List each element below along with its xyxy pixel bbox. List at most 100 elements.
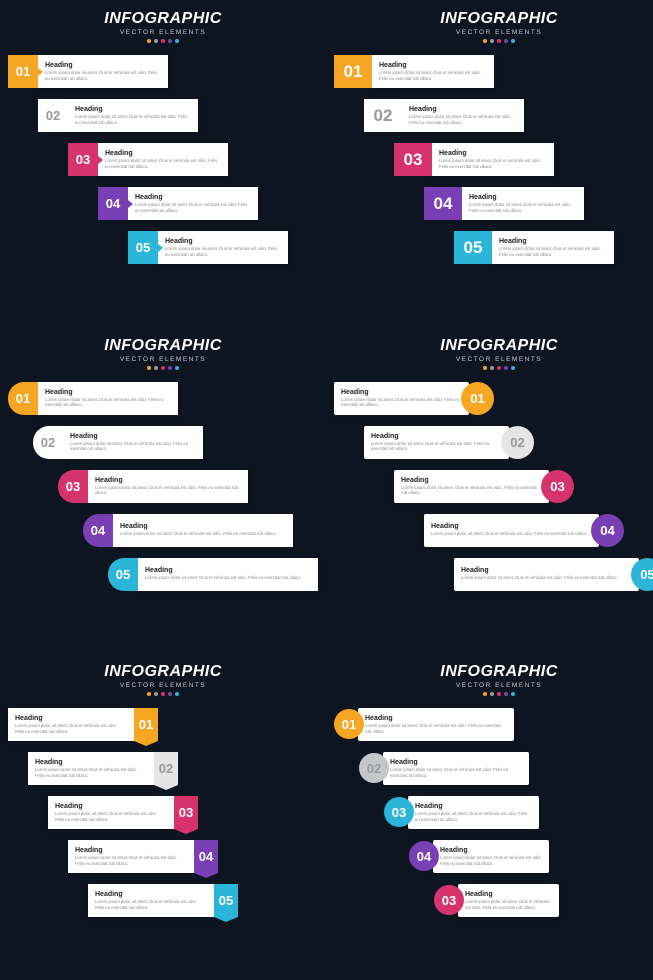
- step-heading: Heading: [401, 477, 542, 484]
- dot-icon: [497, 692, 501, 696]
- steps-container: 01HeadingLorem ipsum dolor sit amet. Dui…: [334, 382, 653, 591]
- step-heading: Heading: [371, 433, 502, 440]
- infographic-step: 01HeadingLorem ipsum dolor sit amet. Dui…: [334, 708, 514, 741]
- panel-title: INFOGRAPHIC: [8, 337, 318, 355]
- dot-icon: [154, 39, 158, 43]
- panel-header: INFOGRAPHICVECTOR ELEMENTS: [8, 337, 318, 370]
- infographic-step: 02HeadingLorem ipsum dolor sit amet. Dui…: [38, 99, 198, 132]
- step-heading: Heading: [409, 106, 517, 113]
- step-content: HeadingLorem ipsum dolor sit amet. Duis …: [158, 231, 288, 264]
- infographic-step: 02HeadingLorem ipsum dolor sit amet. Dui…: [28, 752, 178, 785]
- step-body: Lorem ipsum dolor sit amet. Duis et vehi…: [75, 114, 191, 125]
- step-number: 04: [194, 840, 218, 873]
- infographic-step: 01HeadingLorem ipsum dolor sit amet. Dui…: [8, 55, 168, 88]
- step-number: 01: [8, 55, 38, 88]
- step-body: Lorem ipsum dolor sit amet. Duis et vehi…: [431, 531, 592, 537]
- infographic-step: 02HeadingLorem ipsum dolor sit amet. Dui…: [364, 99, 524, 132]
- step-body: Lorem ipsum dolor sit amet. Duis et vehi…: [55, 811, 167, 822]
- infographic-step: 03HeadingLorem ipsum dolor sit amet. Dui…: [434, 884, 559, 917]
- step-heading: Heading: [95, 891, 207, 898]
- step-number: 02: [33, 426, 63, 459]
- dot-icon: [154, 366, 158, 370]
- step-heading: Heading: [45, 389, 171, 396]
- infographic-step: 03HeadingLorem ipsum dolor sit amet. Dui…: [394, 470, 574, 503]
- infographic-step: 04HeadingLorem ipsum dolor sit amet. Dui…: [68, 840, 218, 873]
- step-heading: Heading: [95, 477, 241, 484]
- dot-icon: [511, 39, 515, 43]
- step-content: HeadingLorem ipsum dolor sit amet. Duis …: [63, 426, 203, 459]
- panel-subtitle: VECTOR ELEMENTS: [8, 29, 318, 36]
- step-content: HeadingLorem ipsum dolor sit amet. Duis …: [68, 99, 198, 132]
- step-body: Lorem ipsum dolor sit amet. Duis et vehi…: [461, 575, 632, 581]
- dot-icon: [504, 692, 508, 696]
- step-body: Lorem ipsum dolor sit amet. Duis et vehi…: [341, 397, 462, 408]
- step-number: 03: [541, 470, 574, 503]
- infographic-step: 05HeadingLorem ipsum dolor sit amet. Dui…: [454, 231, 614, 264]
- dot-icon: [147, 366, 151, 370]
- header-dots: [8, 39, 318, 43]
- dot-icon: [490, 366, 494, 370]
- panel-subtitle: VECTOR ELEMENTS: [8, 356, 318, 363]
- step-content: HeadingLorem ipsum dolor sit amet. Duis …: [138, 558, 318, 591]
- steps-container: 01HeadingLorem ipsum dolor sit amet. Dui…: [8, 382, 318, 591]
- step-body: Lorem ipsum dolor sit amet. Duis et vehi…: [390, 767, 522, 778]
- step-number: 03: [174, 796, 198, 829]
- step-body: Lorem ipsum dolor sit amet. Duis et vehi…: [409, 114, 517, 125]
- step-heading: Heading: [431, 523, 592, 530]
- step-content: HeadingLorem ipsum dolor sit amet. Duis …: [462, 187, 584, 220]
- step-heading: Heading: [75, 106, 191, 113]
- step-number: 01: [134, 708, 158, 741]
- panel-subtitle: VECTOR ELEMENTS: [334, 356, 653, 363]
- step-content: HeadingLorem ipsum dolor sit amet. Duis …: [334, 382, 469, 415]
- dot-icon: [511, 366, 515, 370]
- step-body: Lorem ipsum dolor sit amet. Duis et vehi…: [365, 723, 507, 734]
- infographic-step: 04HeadingLorem ipsum dolor sit amet. Dui…: [424, 514, 624, 547]
- infographic-step: 05HeadingLorem ipsum dolor sit amet. Dui…: [108, 558, 318, 591]
- step-heading: Heading: [145, 567, 311, 574]
- panel-header: INFOGRAPHICVECTOR ELEMENTS: [334, 10, 653, 43]
- step-heading: Heading: [379, 62, 487, 69]
- step-body: Lorem ipsum dolor sit amet. Duis et vehi…: [75, 855, 187, 866]
- step-body: Lorem ipsum dolor sit amet. Duis et vehi…: [95, 485, 241, 496]
- step-content: HeadingLorem ipsum dolor sit amet. Duis …: [454, 558, 639, 591]
- step-body: Lorem ipsum dolor sit amet. Duis et vehi…: [379, 70, 487, 81]
- step-number: 03: [58, 470, 88, 503]
- dot-icon: [175, 692, 179, 696]
- step-heading: Heading: [35, 759, 147, 766]
- step-body: Lorem ipsum dolor sit amet. Duis et vehi…: [95, 899, 207, 910]
- header-dots: [8, 366, 318, 370]
- step-heading: Heading: [55, 803, 167, 810]
- step-content: HeadingLorem ipsum dolor sit amet. Duis …: [394, 470, 549, 503]
- step-content: HeadingLorem ipsum dolor sit amet. Duis …: [38, 382, 178, 415]
- step-number: 04: [83, 514, 113, 547]
- steps-container: 01HeadingLorem ipsum dolor sit amet. Dui…: [8, 708, 318, 917]
- infographic-step: 04HeadingLorem ipsum dolor sit amet. Dui…: [424, 187, 584, 220]
- step-content: HeadingLorem ipsum dolor sit amet. Duis …: [68, 840, 194, 873]
- infographic-step: 01HeadingLorem ipsum dolor sit amet. Dui…: [334, 55, 494, 88]
- step-heading: Heading: [415, 803, 532, 810]
- step-heading: Heading: [120, 523, 286, 530]
- infographic-panel: INFOGRAPHICVECTOR ELEMENTS 01HeadingLorem…: [326, 0, 653, 327]
- step-heading: Heading: [461, 567, 632, 574]
- step-body: Lorem ipsum dolor sit amet. Duis et vehi…: [469, 202, 577, 213]
- panel-title: INFOGRAPHIC: [334, 10, 653, 28]
- step-content: HeadingLorem ipsum dolor sit amet. Duis …: [48, 796, 174, 829]
- step-content: HeadingLorem ipsum dolor sit amet. Duis …: [432, 143, 554, 176]
- step-heading: Heading: [469, 194, 577, 201]
- panel-title: INFOGRAPHIC: [8, 10, 318, 28]
- infographic-step: 01HeadingLorem ipsum dolor sit amet. Dui…: [8, 708, 158, 741]
- dot-icon: [175, 366, 179, 370]
- dot-icon: [490, 692, 494, 696]
- step-content: HeadingLorem ipsum dolor sit amet. Duis …: [424, 514, 599, 547]
- dot-icon: [168, 39, 172, 43]
- infographic-grid: INFOGRAPHICVECTOR ELEMENTS01HeadingLorem…: [0, 0, 653, 980]
- dot-icon: [511, 692, 515, 696]
- panel-title: INFOGRAPHIC: [334, 337, 653, 355]
- panel-header: INFOGRAPHICVECTOR ELEMENTS: [334, 337, 653, 370]
- step-content: HeadingLorem ipsum dolor sit amet. Duis …: [364, 426, 509, 459]
- step-body: Lorem ipsum dolor sit amet. Duis et vehi…: [105, 158, 221, 169]
- step-number: 04: [98, 187, 128, 220]
- step-content: HeadingLorem ipsum dolor sit amet. Duis …: [88, 884, 214, 917]
- step-body: Lorem ipsum dolor sit amet. Duis et vehi…: [439, 158, 547, 169]
- panel-header: INFOGRAPHICVECTOR ELEMENTS: [8, 10, 318, 43]
